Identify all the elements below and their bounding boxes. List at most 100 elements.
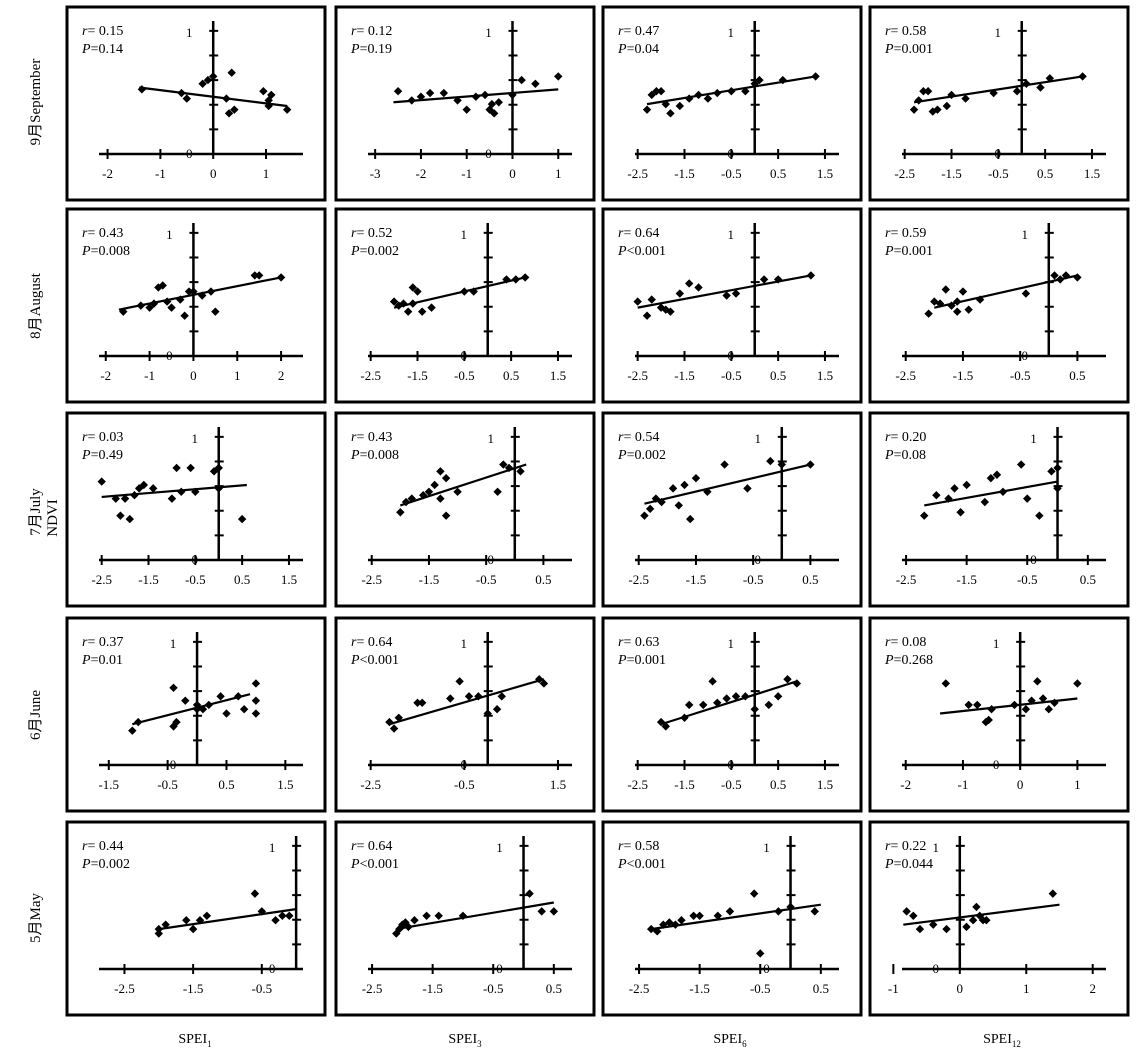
data-point bbox=[703, 94, 713, 103]
data-point bbox=[202, 911, 212, 920]
r-value: r= 0.43 bbox=[351, 430, 392, 445]
data-point bbox=[680, 713, 689, 723]
data-point bbox=[408, 283, 418, 292]
x-tick-label: -1.5 bbox=[956, 572, 977, 587]
x-tick-label: 1.5 bbox=[817, 368, 833, 383]
row-label-august: 8月August bbox=[28, 272, 44, 339]
data-point bbox=[773, 275, 783, 284]
trend-line bbox=[101, 483, 247, 499]
data-point bbox=[666, 307, 675, 316]
data-point bbox=[285, 911, 294, 920]
data-point bbox=[944, 494, 953, 503]
panel-1-3: -2.5 -1.5 -0.5 0.5 1 0 r= 0.59 P=0.001 bbox=[868, 207, 1130, 404]
y-tick-label-zero: 0 bbox=[488, 552, 495, 567]
data-point bbox=[725, 907, 735, 916]
data-point bbox=[417, 307, 427, 316]
panel-frame bbox=[868, 411, 1130, 608]
data-point bbox=[1036, 83, 1045, 92]
data-point bbox=[750, 705, 759, 714]
data-point bbox=[206, 287, 216, 296]
x-tick-label: -1.5 bbox=[686, 572, 707, 587]
trend-line bbox=[158, 908, 297, 931]
data-point bbox=[394, 713, 403, 723]
panel-frame bbox=[868, 207, 1130, 404]
x-tick-label: 1 bbox=[234, 368, 241, 383]
data-point bbox=[646, 924, 656, 934]
y-tick-label-zero: 0 bbox=[191, 552, 198, 567]
y-tick-label-zero: 0 bbox=[1030, 552, 1037, 567]
row-label-september: 9月September bbox=[28, 59, 44, 146]
x-tick-label: -2.5 bbox=[627, 166, 648, 181]
x-tick-label: -2.5 bbox=[361, 572, 382, 587]
data-point bbox=[694, 90, 703, 100]
x-tick-label: -0.5 bbox=[483, 981, 504, 996]
data-point bbox=[446, 694, 455, 703]
data-point bbox=[136, 301, 146, 310]
data-point bbox=[407, 96, 416, 105]
data-point bbox=[665, 918, 674, 927]
data-point bbox=[427, 303, 436, 312]
data-point bbox=[1053, 484, 1062, 493]
panel-frame bbox=[868, 5, 1130, 202]
data-point bbox=[254, 271, 264, 280]
column-label-spei3: SPEI3 bbox=[448, 1032, 482, 1049]
x-tick-label: 0.5 bbox=[1080, 572, 1096, 587]
y-tick-label-one: 1 bbox=[269, 840, 276, 855]
panel-1-0: -2 -1 0 1 2 1 0 r= 0.43 P=0.008 bbox=[65, 207, 327, 404]
x-tick-label: -2.5 bbox=[629, 981, 650, 996]
data-point bbox=[987, 705, 996, 714]
y-tick-label-zero: 0 bbox=[727, 146, 734, 161]
data-point bbox=[184, 287, 194, 296]
x-tick-label: -0.5 bbox=[743, 572, 764, 587]
data-point bbox=[462, 105, 471, 114]
data-point bbox=[504, 463, 514, 473]
data-point bbox=[942, 924, 951, 934]
data-point bbox=[453, 487, 462, 496]
data-point bbox=[684, 94, 694, 103]
data-point bbox=[671, 920, 680, 929]
x-tick-label: -2 bbox=[900, 777, 911, 792]
r-value: r= 0.54 bbox=[618, 430, 659, 445]
data-point bbox=[259, 86, 268, 96]
data-point bbox=[214, 484, 223, 493]
data-point bbox=[953, 297, 962, 306]
x-tick-label: -1.5 bbox=[419, 572, 440, 587]
panel-frame bbox=[65, 207, 327, 404]
y-tick-label-zero: 0 bbox=[763, 961, 770, 976]
data-point bbox=[162, 297, 172, 306]
data-point bbox=[502, 275, 511, 284]
data-point bbox=[914, 96, 923, 105]
data-point bbox=[483, 709, 492, 718]
data-point bbox=[1053, 463, 1062, 473]
data-point bbox=[1012, 86, 1022, 96]
r-value: r= 0.64 bbox=[351, 839, 392, 854]
p-value: P=0.08 bbox=[884, 448, 926, 463]
trend-line bbox=[396, 901, 555, 931]
data-point bbox=[1048, 889, 1058, 898]
data-point bbox=[674, 501, 683, 510]
x-tick-label: -1 bbox=[888, 981, 899, 996]
data-point bbox=[474, 692, 483, 701]
data-point bbox=[430, 480, 439, 490]
p-value: P=0.001 bbox=[884, 244, 933, 259]
data-point bbox=[177, 88, 186, 98]
data-point bbox=[471, 92, 481, 101]
row-label-may: 5月May bbox=[28, 893, 44, 943]
panel-frame bbox=[65, 5, 327, 202]
x-tick-label: -2.5 bbox=[896, 572, 917, 587]
x-tick-label: 0 bbox=[509, 166, 516, 181]
data-point bbox=[537, 907, 546, 916]
data-point bbox=[992, 470, 1002, 479]
data-point bbox=[264, 96, 273, 105]
y-tick-label-one: 1 bbox=[191, 431, 198, 446]
data-point bbox=[633, 297, 642, 306]
data-point bbox=[659, 920, 668, 929]
data-point bbox=[975, 295, 985, 304]
data-point bbox=[986, 473, 996, 483]
data-point bbox=[722, 694, 731, 703]
data-point bbox=[750, 79, 759, 89]
data-point bbox=[666, 109, 675, 118]
y-tick-label-one: 1 bbox=[485, 25, 492, 40]
data-point bbox=[416, 92, 426, 101]
panel-frame bbox=[334, 5, 596, 202]
